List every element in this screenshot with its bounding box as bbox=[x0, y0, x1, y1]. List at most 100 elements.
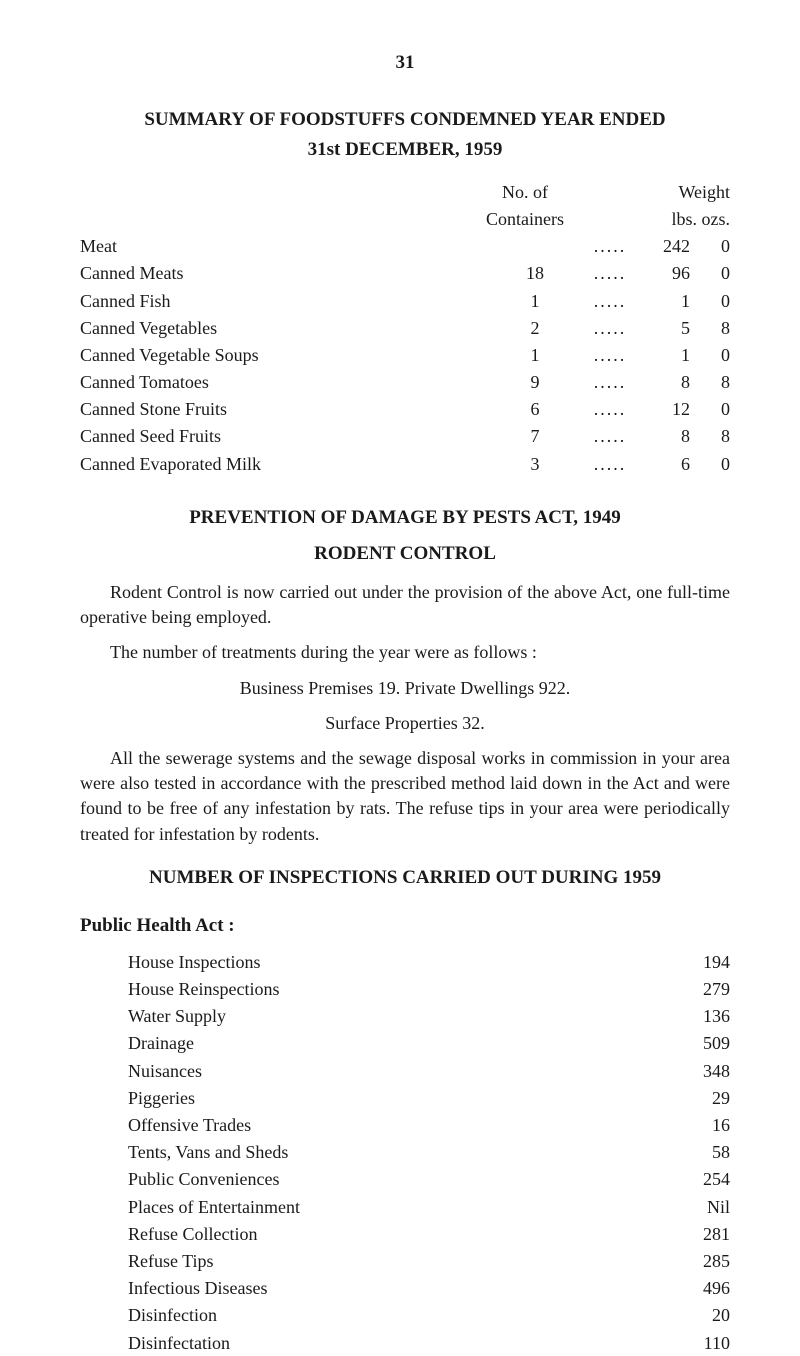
item-value: 58 bbox=[670, 1140, 730, 1165]
item-label: Public Conveniences bbox=[128, 1167, 279, 1192]
foodstuffs-table: No. of Weight Containers lbs. ozs. Meat … bbox=[80, 180, 730, 477]
row-lbs: 1 bbox=[630, 289, 690, 314]
row-lbs: 96 bbox=[630, 261, 690, 286]
row-ozs: 8 bbox=[690, 424, 730, 449]
table-row: Canned Fish 1 ..... 1 0 bbox=[80, 289, 730, 314]
item-value: 254 bbox=[670, 1167, 730, 1192]
list-item: Disinfection 20 bbox=[128, 1303, 730, 1328]
row-containers: 9 bbox=[480, 370, 590, 395]
section3-subheading: Public Health Act : bbox=[80, 913, 730, 940]
row-label: Canned Meats bbox=[80, 261, 480, 286]
section2-para5: All the sewerage systems and the sewage … bbox=[80, 746, 730, 847]
item-label: Disinfection bbox=[128, 1303, 217, 1328]
dots: ..... bbox=[590, 316, 630, 341]
list-item: Offensive Trades 16 bbox=[128, 1113, 730, 1138]
dots: ..... bbox=[590, 261, 630, 286]
list-item: Public Conveniences 254 bbox=[128, 1167, 730, 1192]
item-label: Infectious Diseases bbox=[128, 1276, 267, 1301]
table-row: Canned Vegetable Soups 1 ..... 1 0 bbox=[80, 343, 730, 368]
section3-title: NUMBER OF INSPECTIONS CARRIED OUT DURING… bbox=[80, 865, 730, 892]
dots: ..... bbox=[590, 397, 630, 422]
list-item: House Inspections 194 bbox=[128, 950, 730, 975]
item-value: 194 bbox=[670, 950, 730, 975]
row-ozs: 8 bbox=[690, 370, 730, 395]
item-value: Nil bbox=[670, 1195, 730, 1220]
header-weight-line1: Weight bbox=[600, 180, 730, 205]
item-value: 285 bbox=[670, 1249, 730, 1274]
row-ozs: 0 bbox=[690, 261, 730, 286]
item-value: 348 bbox=[670, 1059, 730, 1084]
item-label: Tents, Vans and Sheds bbox=[128, 1140, 288, 1165]
item-value: 16 bbox=[670, 1113, 730, 1138]
row-containers: 2 bbox=[480, 316, 590, 341]
row-lbs: 6 bbox=[630, 452, 690, 477]
row-containers: 1 bbox=[480, 289, 590, 314]
row-containers: 3 bbox=[480, 452, 590, 477]
row-containers bbox=[480, 234, 590, 259]
item-label: Refuse Collection bbox=[128, 1222, 257, 1247]
row-ozs: 0 bbox=[690, 289, 730, 314]
row-containers: 7 bbox=[480, 424, 590, 449]
table-row: Canned Stone Fruits 6 ..... 12 0 bbox=[80, 397, 730, 422]
item-label: Piggeries bbox=[128, 1086, 195, 1111]
table-row: Canned Seed Fruits 7 ..... 8 8 bbox=[80, 424, 730, 449]
list-item: Drainage 509 bbox=[128, 1031, 730, 1056]
table-header-row2: Containers lbs. ozs. bbox=[80, 207, 730, 232]
row-ozs: 8 bbox=[690, 316, 730, 341]
dots: ..... bbox=[590, 370, 630, 395]
item-label: Water Supply bbox=[128, 1004, 226, 1029]
list-item: Water Supply 136 bbox=[128, 1004, 730, 1029]
list-item: Refuse Tips 285 bbox=[128, 1249, 730, 1274]
row-lbs: 8 bbox=[630, 370, 690, 395]
row-label: Canned Fish bbox=[80, 289, 480, 314]
item-label: Drainage bbox=[128, 1031, 194, 1056]
row-lbs: 1 bbox=[630, 343, 690, 368]
item-label: Disinfectation bbox=[128, 1331, 230, 1356]
section2-para2: The number of treatments during the year… bbox=[80, 640, 730, 665]
row-lbs: 12 bbox=[630, 397, 690, 422]
item-label: Offensive Trades bbox=[128, 1113, 251, 1138]
list-item: Infectious Diseases 496 bbox=[128, 1276, 730, 1301]
list-item: Refuse Collection 281 bbox=[128, 1222, 730, 1247]
section2-para4: Surface Properties 32. bbox=[80, 711, 730, 736]
item-label: House Inspections bbox=[128, 950, 260, 975]
table-header-row: No. of Weight bbox=[80, 180, 730, 205]
list-item: House Reinspections 279 bbox=[128, 977, 730, 1002]
dots: ..... bbox=[590, 289, 630, 314]
item-value: 136 bbox=[670, 1004, 730, 1029]
section2-subtitle: RODENT CONTROL bbox=[80, 541, 730, 568]
table-row: Canned Evaporated Milk 3 ..... 6 0 bbox=[80, 452, 730, 477]
dots: ..... bbox=[590, 234, 630, 259]
row-ozs: 0 bbox=[690, 397, 730, 422]
item-value: 110 bbox=[670, 1331, 730, 1356]
section1-title-line1: SUMMARY OF FOODSTUFFS CONDEMNED YEAR END… bbox=[80, 107, 730, 134]
row-containers: 1 bbox=[480, 343, 590, 368]
header-containers-line2: Containers bbox=[450, 207, 600, 232]
dots: ..... bbox=[590, 452, 630, 477]
item-label: Refuse Tips bbox=[128, 1249, 214, 1274]
row-lbs: 8 bbox=[630, 424, 690, 449]
inspection-list: House Inspections 194 House Reinspection… bbox=[80, 950, 730, 1356]
row-lbs: 5 bbox=[630, 316, 690, 341]
row-label: Canned Stone Fruits bbox=[80, 397, 480, 422]
section2-title: PREVENTION OF DAMAGE BY PESTS ACT, 1949 bbox=[80, 505, 730, 532]
header-containers-line1: No. of bbox=[450, 180, 600, 205]
row-containers: 6 bbox=[480, 397, 590, 422]
table-row: Canned Meats 18 ..... 96 0 bbox=[80, 261, 730, 286]
item-value: 509 bbox=[670, 1031, 730, 1056]
dots: ..... bbox=[590, 424, 630, 449]
table-row: Canned Tomatoes 9 ..... 8 8 bbox=[80, 370, 730, 395]
list-item: Disinfectation 110 bbox=[128, 1331, 730, 1356]
list-item: Places of Entertainment Nil bbox=[128, 1195, 730, 1220]
section2-para3: Business Premises 19. Private Dwellings … bbox=[80, 676, 730, 701]
item-label: House Reinspections bbox=[128, 977, 279, 1002]
list-item: Piggeries 29 bbox=[128, 1086, 730, 1111]
list-item: Nuisances 348 bbox=[128, 1059, 730, 1084]
row-label: Canned Tomatoes bbox=[80, 370, 480, 395]
list-item: Tents, Vans and Sheds 58 bbox=[128, 1140, 730, 1165]
item-label: Places of Entertainment bbox=[128, 1195, 300, 1220]
row-label: Canned Vegetables bbox=[80, 316, 480, 341]
row-label: Canned Vegetable Soups bbox=[80, 343, 480, 368]
row-label: Meat bbox=[80, 234, 480, 259]
row-ozs: 0 bbox=[690, 452, 730, 477]
